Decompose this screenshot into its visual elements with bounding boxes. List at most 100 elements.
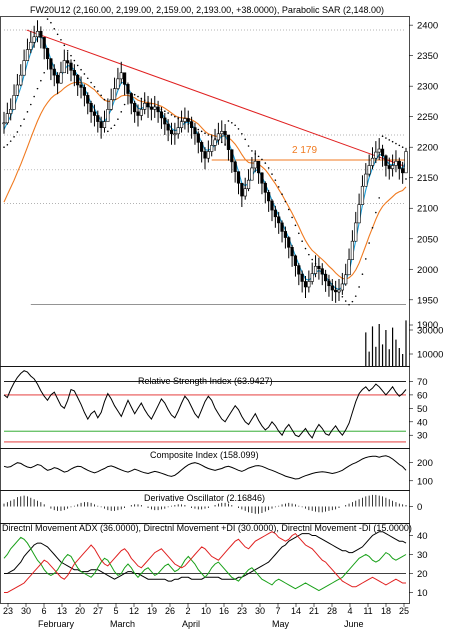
sar-dot (354, 295, 357, 297)
x-tick-label: 23 (3, 606, 13, 616)
sar-dot (197, 128, 200, 131)
ohlc-body (92, 111, 97, 116)
x-tick-label: 27 (93, 606, 103, 616)
sar-dot (291, 216, 293, 219)
sar-dot (348, 303, 350, 306)
ohlc-body (360, 185, 365, 205)
ohlc-body (340, 283, 344, 291)
rsi-y-tick-label: 30 (417, 431, 428, 442)
sar-dot (398, 144, 401, 147)
sar-dot (130, 92, 133, 95)
ohlc-body (323, 273, 328, 282)
sar-dot (107, 130, 109, 133)
sar-dot (120, 111, 123, 113)
ohlc-body (200, 142, 204, 152)
x-tick-label: 16 (219, 606, 229, 616)
sar-dot (143, 99, 146, 102)
ohlc-body (86, 95, 90, 104)
sar-dot (304, 247, 307, 250)
ohlc-body (350, 240, 355, 260)
sar-dot (314, 262, 317, 265)
ohlc-body (310, 273, 314, 282)
sar-dot (6, 143, 9, 146)
x-month-label: April (182, 619, 200, 629)
sar-dot (331, 283, 334, 285)
sar-dot (140, 97, 143, 100)
ohlc-body (233, 161, 237, 172)
sar-dot (368, 242, 370, 244)
x-tick-label: 11 (363, 606, 372, 616)
sar-dot (381, 135, 384, 138)
sar-dot (93, 85, 96, 88)
x-tick-label: 6 (41, 606, 46, 616)
ohlc-body (139, 109, 143, 116)
sar-dot (103, 98, 106, 101)
ohlc-body (297, 265, 301, 275)
sar-dot (204, 132, 206, 134)
ohlc-body (29, 41, 33, 50)
ohlc-body (133, 102, 137, 113)
ohlc-body (394, 160, 398, 166)
ohlc-body (243, 188, 247, 197)
ohlc-body (42, 37, 46, 49)
sar-dot (405, 178, 407, 180)
sar-dot (53, 28, 56, 30)
derivative-oscillator-title: Derivative Oscillator (2.16846) (144, 493, 265, 503)
ohlc-body (173, 133, 177, 136)
sar-dot (73, 59, 76, 62)
sar-dot (190, 125, 193, 127)
ohlc-body (280, 222, 284, 232)
sar-dot (90, 81, 92, 84)
sar-dot (210, 136, 213, 138)
ohlc-body (143, 102, 147, 110)
sar-dot (80, 68, 82, 71)
ohlc-body (9, 109, 13, 114)
x-tick-label: 26 (165, 606, 175, 616)
x-tick-label: 13 (57, 606, 67, 616)
sar-dot (113, 124, 116, 127)
sar-dot (86, 77, 89, 80)
price-y-tick-label: 1950 (417, 295, 438, 306)
ohlc-body (22, 60, 26, 76)
ohlc-body (246, 179, 251, 190)
ohlc-body (69, 62, 73, 71)
x-tick-label: 28 (327, 606, 337, 616)
ohlc-body (303, 281, 308, 288)
sar-dot (157, 106, 159, 109)
sar-dot (301, 240, 303, 243)
ohlc-body (153, 106, 157, 110)
ohlc-body (330, 285, 334, 291)
ohlc-body (176, 127, 180, 135)
sar-dot (50, 21, 52, 24)
composite-index-panel: 100 200 (3, 455, 433, 487)
sar-dot (371, 226, 374, 229)
sar-dot (281, 193, 283, 196)
price-y-tick-label: 2100 (417, 204, 438, 215)
volume-y-tick-label: 30000 (417, 326, 443, 337)
minus-di-line (4, 531, 406, 593)
ohlc-body (49, 58, 53, 70)
ohlc-body (123, 72, 127, 85)
sar-dot (277, 186, 280, 188)
x-tick-label: 4 (347, 606, 352, 616)
ohlc-body (196, 133, 200, 143)
plus-di-line (3, 536, 407, 592)
ohlc-body (19, 74, 23, 86)
ohlc-body (39, 30, 43, 38)
panel-frames (0, 16, 410, 604)
panel-frame (0, 523, 410, 604)
ohlc-body (270, 200, 274, 211)
ohlc-body (293, 255, 298, 266)
ohlc-body (159, 111, 164, 119)
sar-dot (123, 103, 126, 106)
ohlc-body (226, 134, 231, 150)
sar-dot (257, 155, 260, 158)
sar-dot (3, 146, 5, 149)
rsi-panel: 30 40 50 60 70 (3, 370, 428, 443)
ohlc-body (230, 149, 234, 163)
sar-dot (244, 138, 246, 141)
ohlc-body (223, 131, 227, 136)
sar-dot (324, 274, 327, 277)
ohlc-body (76, 74, 80, 86)
ohlc-body (210, 145, 214, 152)
